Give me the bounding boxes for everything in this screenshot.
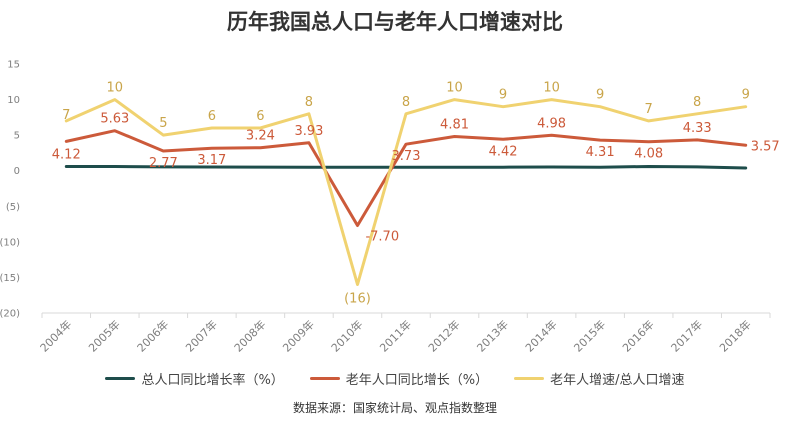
data-label-ratio: 6: [256, 109, 264, 124]
data-label-ratio: (16): [344, 292, 371, 307]
legend-label-total: 总人口同比增长率（%）: [141, 373, 284, 388]
x-tick-label: 2014年: [522, 317, 559, 354]
legend-item-ratio: 老年人增速/总人口增速: [514, 369, 685, 388]
data-label-elderly: 4.33: [683, 121, 712, 136]
x-tick-label: 2006年: [134, 317, 171, 354]
data-label-elderly: 2.77: [149, 156, 178, 171]
x-tick-label: 2013年: [474, 317, 511, 354]
data-label-ratio: 7: [62, 108, 70, 123]
y-tick-label: (20): [0, 309, 20, 320]
x-tick-label: 2016年: [619, 317, 656, 354]
data-label-elderly: 4.08: [634, 147, 663, 162]
series-line-ratio: [64, 98, 748, 286]
y-tick-label: 0: [14, 166, 20, 177]
data-label-ratio: 8: [693, 95, 701, 110]
data-label-elderly: 3.73: [392, 149, 421, 164]
data-label-elderly: 3.17: [197, 153, 226, 168]
data-label-ratio: 10: [107, 81, 124, 96]
data-label-elderly: 4.12: [52, 147, 81, 162]
chart-title: 历年我国总人口与老年人口增速对比: [227, 10, 563, 34]
series-line-elderly-growth: [64, 129, 748, 227]
legend-swatch-elderly: [309, 377, 340, 380]
x-tick-label: 2018年: [716, 317, 753, 354]
x-tick-label: 2012年: [425, 317, 462, 354]
data-label-ratio: 5: [159, 116, 167, 131]
y-tick-label: 5: [14, 131, 20, 142]
data-label-ratio: 7: [645, 102, 653, 117]
chart-legend: 总人口同比增长率（%） 老年人口同比增长（%） 老年人增速/总人口增速: [0, 369, 790, 388]
data-label-elderly: 3.57: [751, 139, 780, 154]
data-label-elderly: 3.93: [294, 124, 323, 139]
x-tick-label: 2015年: [571, 317, 608, 354]
legend-item-total-population: 总人口同比增长率（%）: [105, 369, 284, 388]
data-label-ratio: 9: [596, 88, 604, 103]
legend-item-elderly-growth: 老年人口同比增长（%）: [309, 369, 489, 388]
y-tick-label: 10: [7, 95, 20, 106]
y-tick-label: (10): [0, 237, 20, 248]
data-label-elderly: -7.70: [365, 229, 399, 244]
data-label-elderly: 4.81: [440, 117, 469, 132]
legend-swatch-total: [105, 377, 136, 380]
y-tick-label: 15: [7, 60, 20, 71]
data-label-ratio: 10: [446, 81, 463, 96]
data-label-ratio: 8: [402, 95, 410, 110]
data-label-ratio: 9: [742, 88, 750, 103]
x-tick-label: 2009年: [280, 317, 317, 354]
data-label-elderly: 3.24: [246, 129, 275, 144]
y-tick-label: (5): [6, 202, 20, 213]
x-tick-label: 2005年: [85, 317, 122, 354]
data-label-elderly: 4.31: [586, 145, 615, 160]
data-label-ratio: 6: [208, 109, 216, 124]
series-line-total-population: [64, 165, 748, 170]
x-tick-label: 2004年: [37, 317, 74, 354]
data-label-ratio: 10: [543, 81, 560, 96]
legend-label-elderly: 老年人口同比增长（%）: [345, 373, 489, 388]
data-label-elderly: 4.98: [537, 116, 566, 131]
x-tick-label: 2008年: [231, 317, 268, 354]
x-tick-label: 2010年: [328, 317, 365, 354]
x-tick-label: 2017年: [668, 317, 705, 354]
legend-label-ratio: 老年人增速/总人口增速: [550, 373, 685, 388]
source-note: 数据来源：国家统计局、观点指数整理: [292, 401, 497, 415]
y-tick-label: (15): [0, 273, 20, 284]
data-label-elderly: 5.63: [100, 112, 129, 127]
data-label-elderly: 4.42: [489, 144, 518, 159]
data-label-ratio: 9: [499, 88, 507, 103]
data-label-ratio: 8: [305, 95, 313, 110]
legend-swatch-ratio: [514, 377, 545, 380]
x-tick-label: 2011年: [377, 317, 414, 354]
x-tick-label: 2007年: [183, 317, 220, 354]
